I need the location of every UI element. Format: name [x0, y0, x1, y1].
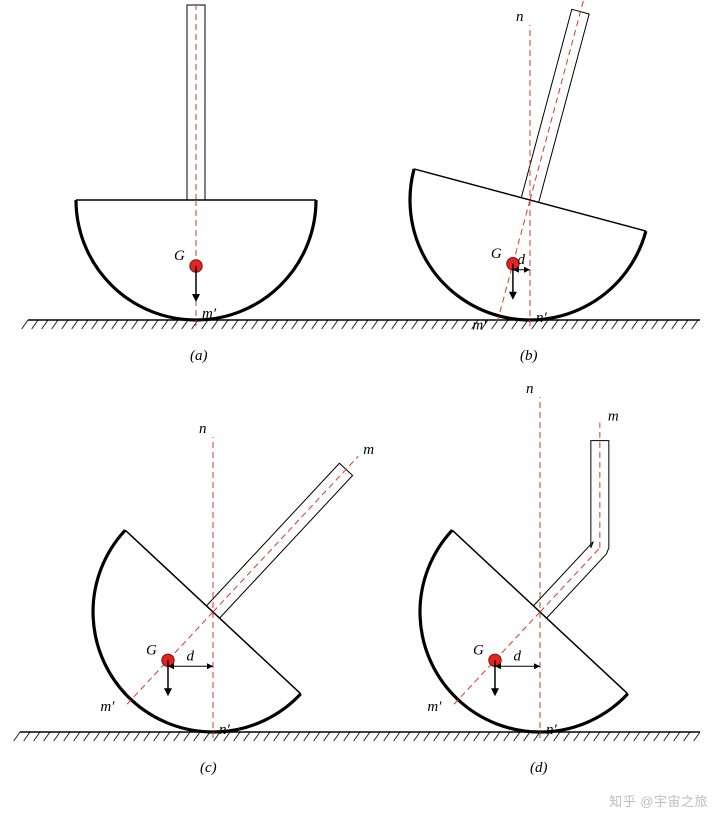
svg-text:d: d [517, 252, 525, 268]
svg-text:m: m [363, 442, 374, 458]
svg-text:n′: n′ [536, 310, 548, 326]
svg-text:(b): (b) [520, 348, 538, 364]
svg-text:G: G [473, 642, 484, 658]
svg-text:(c): (c) [200, 760, 217, 776]
svg-text:(a): (a) [190, 348, 208, 364]
svg-text:m′: m′ [472, 318, 487, 334]
svg-text:(d): (d) [530, 760, 548, 776]
svg-text:n: n [199, 421, 207, 437]
svg-text:m′: m′ [202, 306, 217, 322]
watermark: 知乎 @宇宙之旅 [609, 791, 708, 810]
svg-text:n′: n′ [546, 722, 558, 738]
svg-text:d: d [513, 648, 521, 664]
svg-text:m: m [608, 409, 619, 425]
svg-text:G: G [491, 246, 502, 262]
svg-text:n′: n′ [219, 722, 231, 738]
svg-text:d: d [186, 648, 194, 664]
svg-text:n: n [516, 9, 524, 25]
svg-text:G: G [146, 642, 157, 658]
svg-text:G: G [174, 248, 185, 264]
svg-text:m′: m′ [100, 699, 115, 715]
svg-text:n: n [526, 381, 534, 397]
svg-text:m′: m′ [427, 699, 442, 715]
